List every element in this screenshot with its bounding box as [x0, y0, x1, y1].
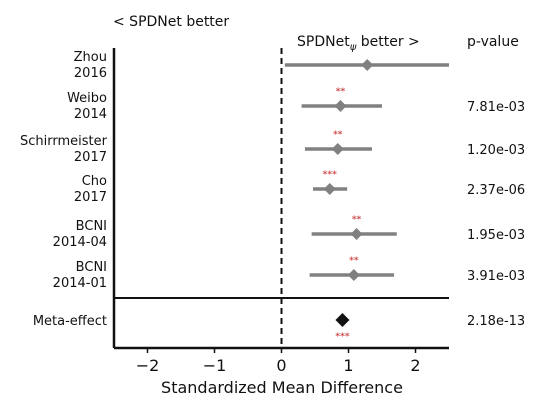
- effect-estimate-marker: [334, 100, 347, 112]
- x-tick-label: −2: [136, 356, 160, 375]
- meta-p-value: 2.18e-13: [467, 314, 525, 329]
- significance-stars: ***: [323, 170, 337, 180]
- x-tick-label: 1: [343, 356, 353, 375]
- study-label-year: 2014: [74, 107, 107, 122]
- effect-estimate-marker: [323, 183, 336, 195]
- right-header: SPDNetψ better >: [297, 34, 420, 53]
- x-tick-label: −1: [203, 356, 227, 375]
- study-label-year: 2017: [74, 150, 107, 165]
- meta-significance-stars: ***: [335, 332, 349, 342]
- study-label-year: 2014-04: [53, 235, 107, 250]
- effect-estimate-marker: [350, 228, 363, 240]
- left-header: < SPDNet better: [113, 14, 229, 30]
- meta-effect-marker: [335, 313, 350, 327]
- x-tick-label: 0: [276, 356, 286, 375]
- meta-effect-label: Meta-effect: [33, 314, 107, 329]
- study-label-name: Cho: [82, 174, 107, 189]
- study-label-name: BCNI: [76, 219, 107, 234]
- study-label-name: Schirrmeister: [20, 134, 108, 149]
- pvalue-header: p-value: [467, 34, 519, 50]
- effect-estimate-marker: [347, 269, 360, 281]
- study-label-name: Weibo: [67, 91, 107, 106]
- effect-estimate-marker: [331, 143, 344, 155]
- study-label-name: Zhou: [74, 50, 107, 65]
- significance-stars: **: [333, 130, 343, 140]
- study-label-year: 2014-01: [53, 276, 107, 291]
- p-value: 1.20e-03: [467, 143, 525, 158]
- x-axis-label: Standardized Mean Difference: [161, 378, 403, 397]
- x-tick-label: 2: [410, 356, 420, 375]
- p-value: 1.95e-03: [467, 228, 525, 243]
- significance-stars: **: [349, 256, 359, 266]
- p-value: 2.37e-06: [467, 183, 525, 198]
- p-value: 3.91e-03: [467, 269, 525, 284]
- study-label-year: 2017: [74, 190, 107, 205]
- study-label-name: BCNI: [76, 260, 107, 275]
- effect-estimate-marker: [361, 59, 374, 71]
- significance-stars: **: [336, 87, 346, 97]
- significance-stars: **: [352, 215, 362, 225]
- study-label-year: 2016: [74, 66, 107, 81]
- p-value: 7.81e-03: [467, 100, 525, 115]
